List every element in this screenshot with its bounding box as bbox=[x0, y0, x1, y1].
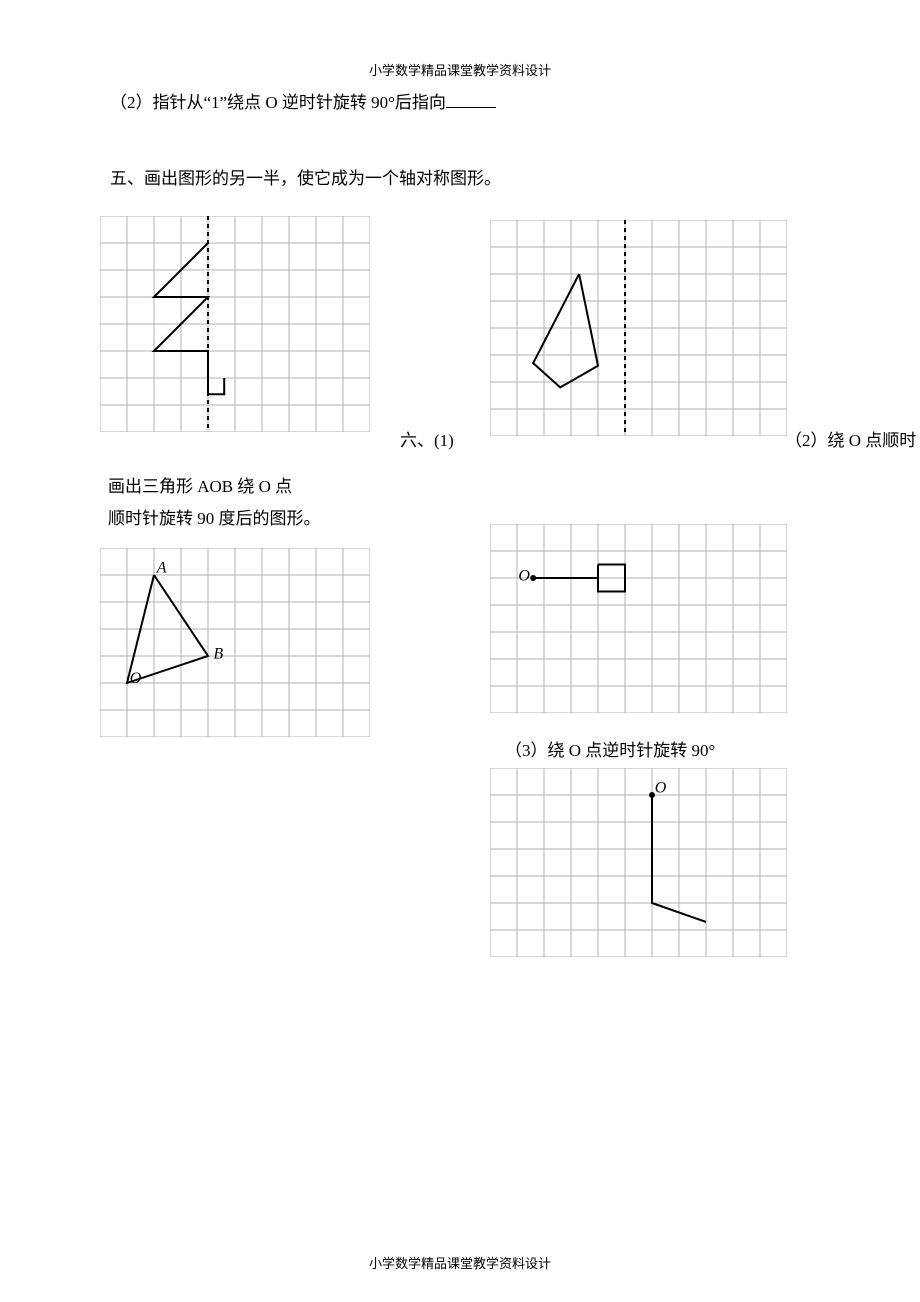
grid-5: O bbox=[490, 768, 787, 957]
q6-label: 六、(1) bbox=[400, 426, 454, 451]
q6-line-b: 顺时针旋转 90 度后的图形。 bbox=[108, 504, 321, 529]
grid-2 bbox=[490, 220, 787, 436]
page: 小学数学精品课堂教学资料设计 （2）指针从“1”绕点 O 逆时针旋转 90°后指… bbox=[0, 0, 920, 1302]
svg-text:O: O bbox=[130, 670, 142, 687]
q2-text: （2）指针从“1”绕点 O 逆时针旋转 90°后指向 bbox=[110, 93, 446, 112]
q6-right-text: （2）绕 O 点顺时 bbox=[785, 426, 916, 451]
blank-fill[interactable] bbox=[446, 93, 496, 108]
question-2-line: （2）指针从“1”绕点 O 逆时针旋转 90°后指向 bbox=[110, 88, 496, 113]
grid-2-svg bbox=[490, 220, 787, 436]
svg-text:A: A bbox=[156, 559, 167, 576]
grid-1 bbox=[100, 216, 370, 432]
sub3-text: （3）绕 O 点逆时针旋转 90° bbox=[505, 736, 715, 761]
grid-4-svg: O bbox=[490, 524, 787, 713]
grid-3: A B O bbox=[100, 548, 370, 737]
page-footer: 小学数学精品课堂教学资料设计 bbox=[0, 1253, 920, 1272]
grid-1-svg bbox=[100, 216, 370, 432]
grid-5-svg: O bbox=[490, 768, 787, 957]
q6-line-a: 画出三角形 AOB 绕 O 点 bbox=[108, 472, 292, 497]
svg-text:O: O bbox=[655, 779, 667, 796]
svg-text:O: O bbox=[518, 568, 530, 585]
grid-3-svg: A B O bbox=[100, 548, 370, 737]
question-5-line: 五、画出图形的另一半，使它成为一个轴对称图形。 bbox=[110, 164, 501, 189]
page-header: 小学数学精品课堂教学资料设计 bbox=[0, 60, 920, 79]
grid-4: O bbox=[490, 524, 787, 713]
svg-text:B: B bbox=[213, 646, 223, 663]
